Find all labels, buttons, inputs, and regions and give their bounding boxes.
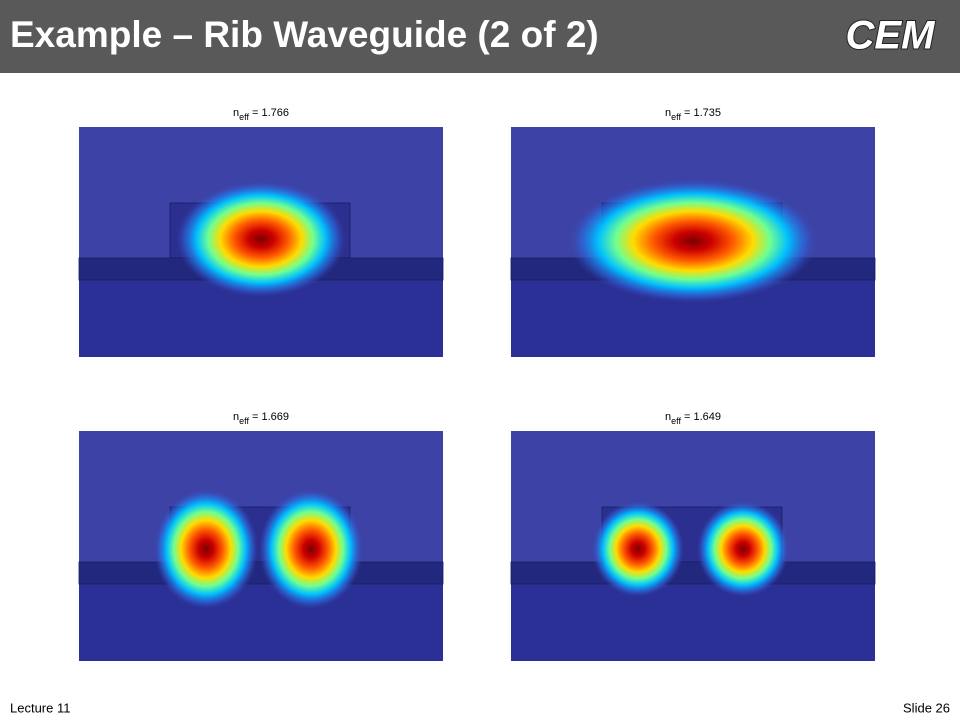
mode-panel: neff = 1.735 xyxy=(510,107,876,357)
footer-left: Lecture 11 xyxy=(10,700,70,715)
header-bar xyxy=(0,0,960,73)
label-value: = 1.669 xyxy=(252,411,289,423)
label-subscript: eff xyxy=(671,416,681,426)
field-lobe xyxy=(259,489,363,609)
label-value: = 1.766 xyxy=(252,107,289,119)
mode-label: neff = 1.649 xyxy=(665,411,721,426)
label-symbol: n xyxy=(233,411,239,423)
label-value: = 1.649 xyxy=(684,411,721,423)
label-symbol: n xyxy=(233,107,239,119)
substrate xyxy=(79,584,443,661)
mode-panel: neff = 1.649 xyxy=(510,411,876,661)
field-lobe xyxy=(176,181,346,297)
field-lobe xyxy=(568,179,818,303)
slab xyxy=(510,561,876,585)
logo: CEM xyxy=(846,14,937,58)
footer-right: Slide 26 xyxy=(903,700,950,715)
label-subscript: eff xyxy=(239,416,249,426)
field-lobe xyxy=(154,489,258,609)
mode-panel: neff = 1.669 xyxy=(78,411,444,661)
label-value: = 1.735 xyxy=(684,107,721,119)
substrate xyxy=(511,584,875,661)
field-lobe xyxy=(697,501,789,597)
label-symbol: n xyxy=(665,107,671,119)
mode-panel: neff = 1.766 xyxy=(78,107,444,357)
label-subscript: eff xyxy=(239,112,249,122)
mode-label: neff = 1.766 xyxy=(233,107,289,122)
field-lobe xyxy=(592,501,684,597)
slide-title: Example – Rib Waveguide (2 of 2) xyxy=(10,14,599,55)
mode-label: neff = 1.669 xyxy=(233,411,289,426)
mode-label: neff = 1.735 xyxy=(665,107,721,122)
label-subscript: eff xyxy=(671,112,681,122)
label-symbol: n xyxy=(665,411,671,423)
